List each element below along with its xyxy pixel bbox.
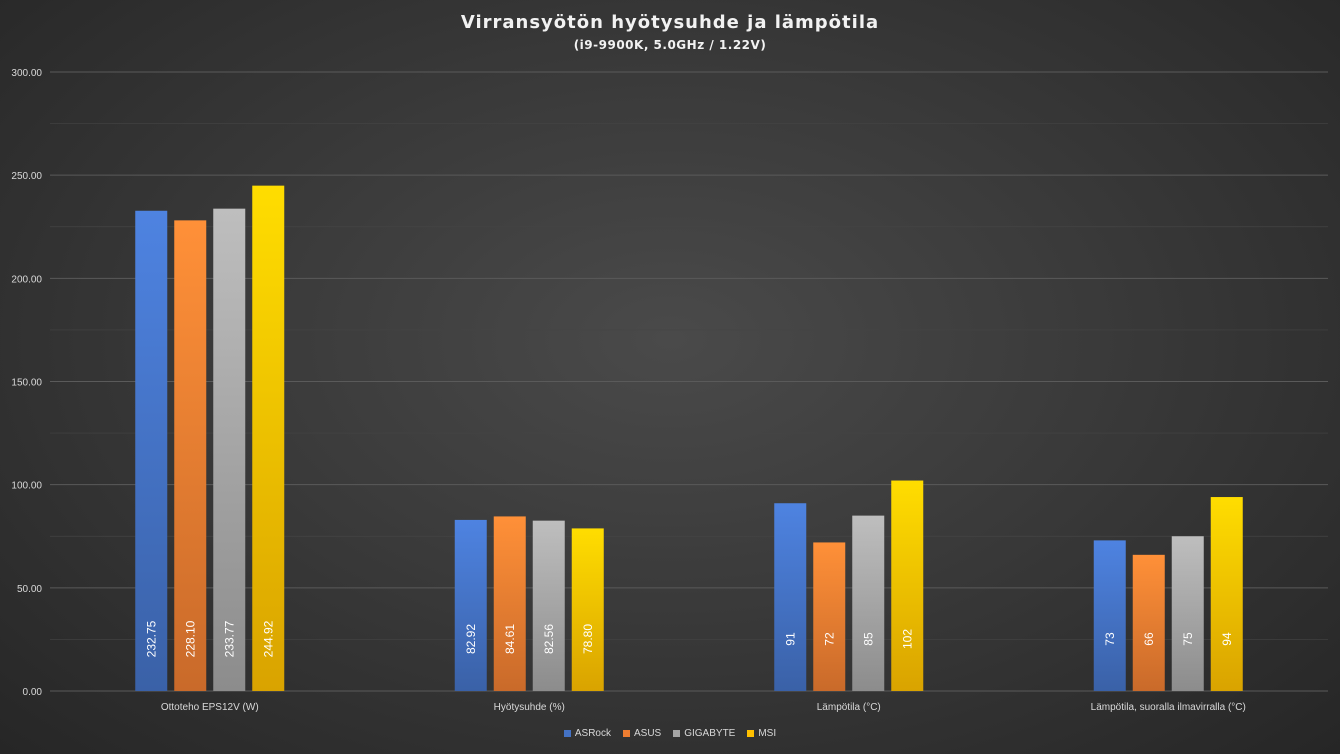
legend-label: GIGABYTE <box>684 728 736 739</box>
legend-swatch <box>563 730 571 737</box>
data-label: 78.80 <box>581 624 595 654</box>
data-label: 102 <box>900 629 914 649</box>
bar-gigabyte <box>1171 536 1204 691</box>
legend-swatch <box>747 730 755 737</box>
bar-msi <box>252 185 285 691</box>
data-label: 85 <box>861 632 875 646</box>
bar-gigabyte <box>532 520 565 691</box>
data-label: 94 <box>1220 632 1234 646</box>
legend-item-asrock: ASRock <box>563 728 611 739</box>
chart-subtitle: (i9-9900K, 5.0GHz / 1.22V) <box>573 38 767 52</box>
bar-asrock <box>774 503 807 691</box>
y-tick-label: 250.00 <box>11 171 42 182</box>
legend-item-msi: MSI <box>747 728 776 739</box>
y-tick-label: 200.00 <box>11 274 42 285</box>
x-tick-label: Lämpötila (°C) <box>817 702 881 713</box>
y-axis-ticks: 0.00 50.00 100.00 150.00 200.00 250.00 300.00 <box>11 68 42 698</box>
x-axis-labels: Ottoteho EPS12V (W) Hyötysuhde (%) Lämpöti… <box>161 702 1246 713</box>
y-tick-label: 100.00 <box>11 481 42 492</box>
data-label: 82.92 <box>464 624 478 654</box>
chart-title: Virransyötön hyötysuhde ja lämpötila <box>460 12 880 33</box>
x-tick-label: Lämpötila, suoralla ilmavirralla (°C) <box>1091 702 1246 713</box>
data-label: 228.10 <box>183 620 197 657</box>
data-label: 233.77 <box>222 620 236 657</box>
legend: ASRock ASUS GIGABYTE MSI <box>0 728 1340 739</box>
legend-swatch <box>673 730 681 737</box>
bar-msi <box>891 480 924 691</box>
data-label: 75 <box>1181 632 1195 646</box>
bar-asus <box>493 516 526 691</box>
bar-asrock <box>454 519 487 691</box>
legend-label: ASRock <box>574 728 611 739</box>
data-label: 91 <box>783 632 797 646</box>
y-tick-label: 50.00 <box>17 584 42 595</box>
bar-gigabyte <box>213 208 246 691</box>
bar-asus <box>1132 554 1165 691</box>
bar-asus <box>174 220 207 691</box>
data-label: 82.56 <box>542 624 556 654</box>
legend-label: MSI <box>758 728 777 739</box>
y-tick-label: 150.00 <box>11 378 42 389</box>
legend-item-gigabyte: GIGABYTE <box>673 728 735 739</box>
legend-swatch <box>622 730 630 737</box>
bar-asrock <box>135 210 168 692</box>
data-label: 72 <box>822 632 836 646</box>
data-label: 84.61 <box>503 624 517 654</box>
legend-label: ASUS <box>633 728 662 739</box>
y-tick-label: 0.00 <box>23 687 43 698</box>
bar-asrock <box>1093 540 1126 691</box>
bar-msi <box>1210 497 1243 691</box>
legend-item-asus: ASUS <box>622 728 662 739</box>
bar-gigabyte <box>852 515 885 691</box>
bar-msi <box>571 528 604 691</box>
data-label: 232.75 <box>144 620 158 657</box>
data-label: 66 <box>1142 632 1156 646</box>
x-tick-label: Ottoteho EPS12V (W) <box>161 702 259 713</box>
x-tick-label: Hyötysuhde (%) <box>494 702 565 713</box>
bar-asus <box>813 542 846 691</box>
y-tick-label: 300.00 <box>11 68 42 79</box>
data-label: 73 <box>1103 632 1117 646</box>
data-label: 244.92 <box>261 620 275 657</box>
bars: 232.75 228.10 233.77 244.92 82.92 84.61 82.56 7… <box>135 185 1243 692</box>
